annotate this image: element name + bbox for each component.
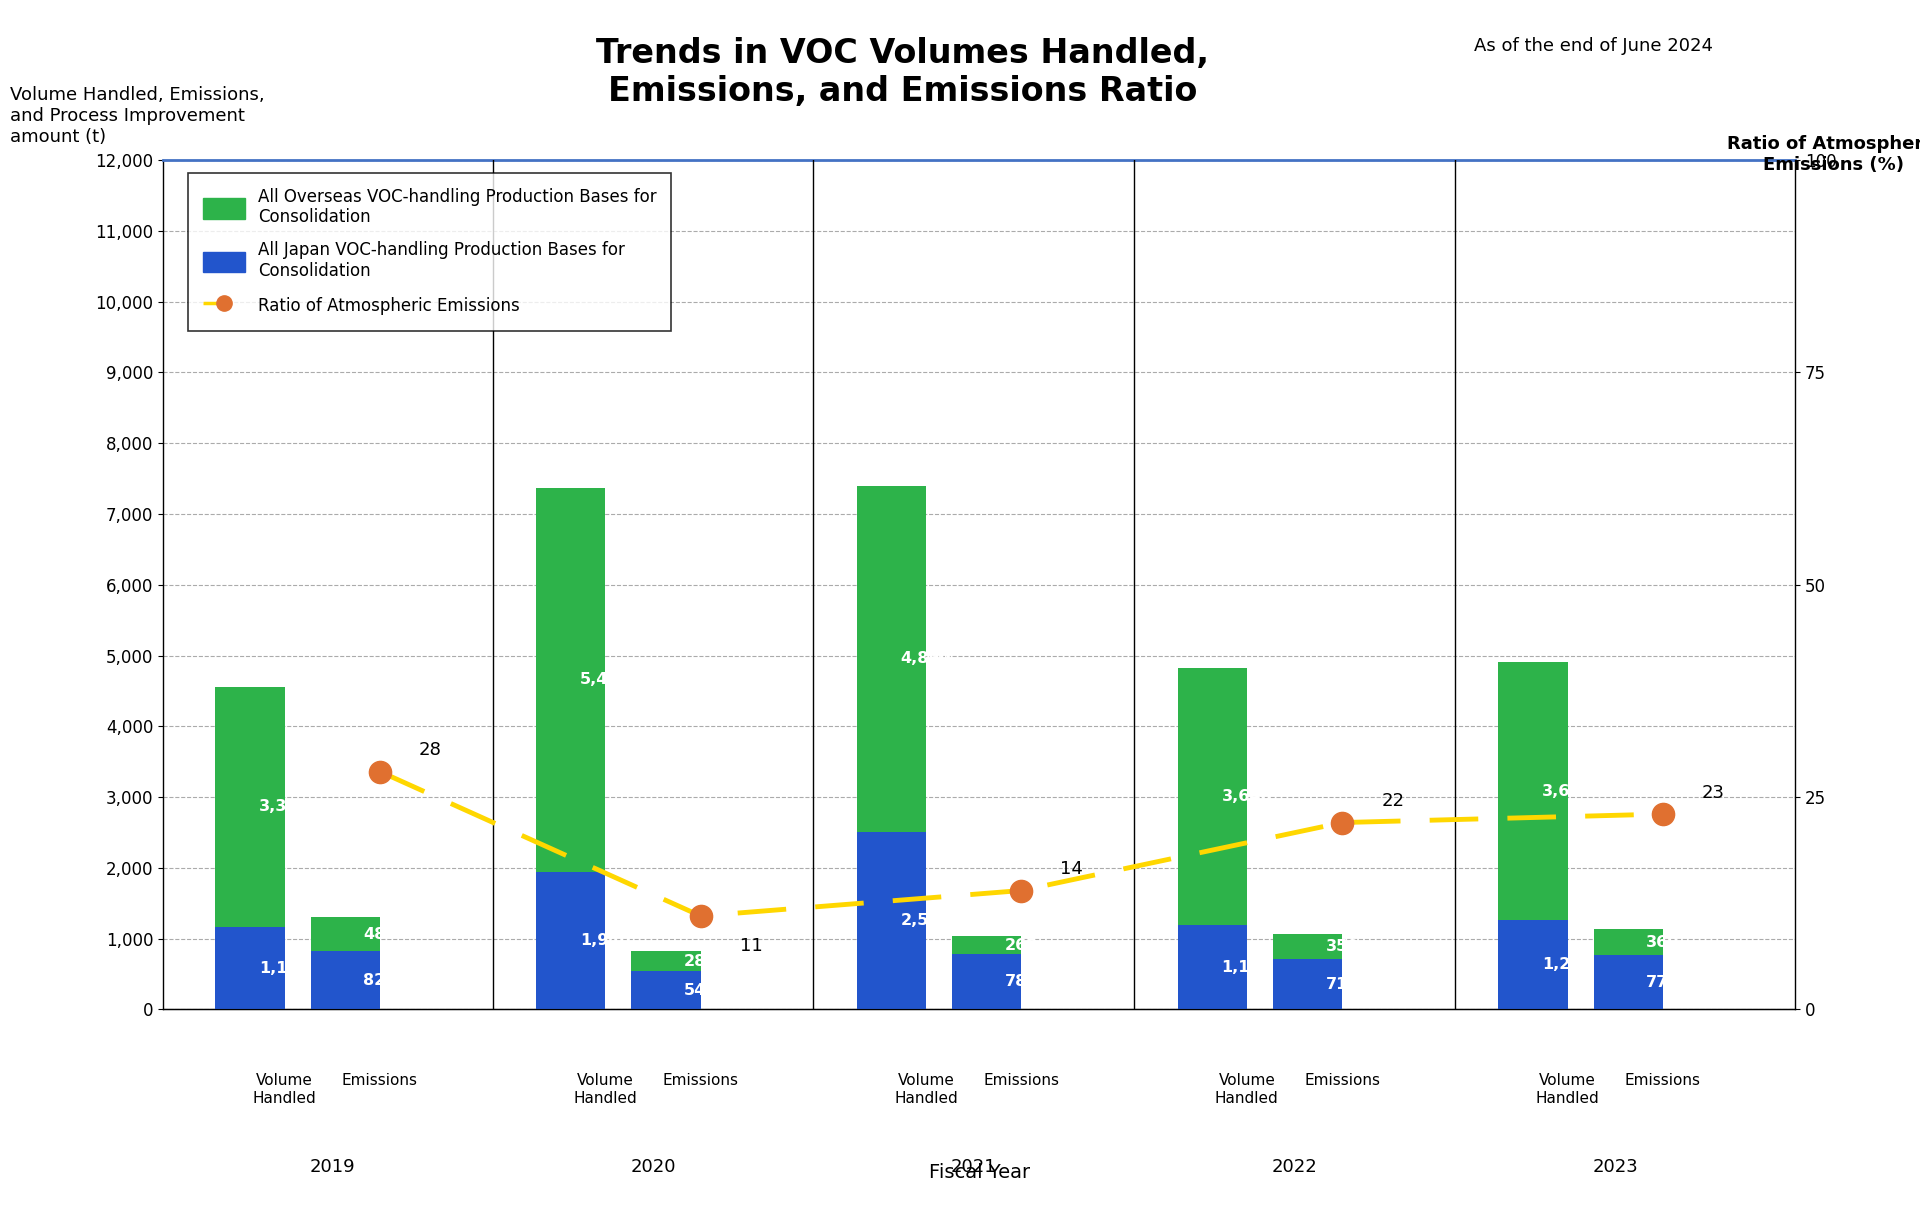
- Text: Emissions: Emissions: [1304, 1073, 1380, 1088]
- Bar: [632, 952, 701, 971]
- Bar: [632, 971, 701, 1009]
- Text: 2023: 2023: [1592, 1158, 1638, 1176]
- Text: 350: 350: [1325, 939, 1359, 954]
- Bar: [311, 952, 380, 1009]
- Text: Emissions: Emissions: [662, 1073, 739, 1088]
- Text: 11: 11: [739, 937, 762, 955]
- Text: Trends in VOC Volumes Handled,
Emissions, and Emissions Ratio: Trends in VOC Volumes Handled, Emissions…: [595, 37, 1210, 108]
- Text: 770: 770: [1645, 975, 1680, 990]
- Text: 4,890: 4,890: [900, 651, 952, 666]
- Bar: [1594, 929, 1663, 955]
- Text: 480: 480: [363, 927, 397, 942]
- Text: Volume
Handled: Volume Handled: [253, 1073, 317, 1105]
- Text: 780: 780: [1004, 974, 1039, 990]
- Text: 710: 710: [1325, 976, 1359, 992]
- Text: 22: 22: [1380, 793, 1404, 810]
- Text: Volume Handled, Emissions,
and Process Improvement
amount (t): Volume Handled, Emissions, and Process I…: [10, 86, 265, 145]
- Text: 5,430: 5,430: [580, 672, 630, 687]
- Bar: [1177, 667, 1246, 926]
- Bar: [1498, 921, 1567, 1009]
- Text: 2020: 2020: [630, 1158, 676, 1176]
- Bar: [1498, 662, 1567, 921]
- Text: 28: 28: [419, 741, 442, 760]
- Text: Emissions: Emissions: [983, 1073, 1060, 1088]
- Text: 1,170: 1,170: [259, 960, 309, 975]
- Bar: [1594, 955, 1663, 1009]
- Legend: All Overseas VOC-handling Production Bases for
Consolidation, All Japan VOC-hand: All Overseas VOC-handling Production Bas…: [188, 172, 672, 331]
- Bar: [1177, 926, 1246, 1009]
- Bar: [311, 917, 380, 952]
- Text: 14: 14: [1060, 860, 1083, 878]
- Bar: [952, 936, 1021, 954]
- Text: 3,380: 3,380: [259, 799, 309, 815]
- Text: 360: 360: [1645, 934, 1680, 949]
- Bar: [536, 872, 605, 1009]
- Text: As of the end of June 2024: As of the end of June 2024: [1475, 37, 1713, 55]
- Bar: [856, 832, 925, 1009]
- Text: Fiscal Year: Fiscal Year: [929, 1163, 1029, 1182]
- Bar: [215, 687, 284, 927]
- Text: Emissions: Emissions: [1624, 1073, 1701, 1088]
- Bar: [215, 927, 284, 1009]
- Text: 2,510: 2,510: [900, 913, 952, 928]
- Bar: [856, 486, 925, 832]
- Text: 23: 23: [1701, 784, 1724, 801]
- Text: 1,940: 1,940: [580, 933, 630, 948]
- Text: Volume
Handled: Volume Handled: [574, 1073, 637, 1105]
- Text: Volume
Handled: Volume Handled: [1215, 1073, 1279, 1105]
- Text: Volume
Handled: Volume Handled: [895, 1073, 958, 1105]
- Text: 540: 540: [684, 982, 718, 998]
- Text: 280: 280: [684, 954, 718, 969]
- Text: Emissions: Emissions: [342, 1073, 419, 1088]
- Text: Volume
Handled: Volume Handled: [1536, 1073, 1599, 1105]
- Bar: [536, 487, 605, 872]
- Text: 820: 820: [363, 972, 397, 988]
- Text: 3,640: 3,640: [1221, 789, 1273, 804]
- Text: 260: 260: [1004, 938, 1039, 953]
- Text: 2021: 2021: [950, 1158, 996, 1176]
- Text: 2019: 2019: [309, 1158, 355, 1176]
- Bar: [1273, 934, 1342, 959]
- Bar: [952, 954, 1021, 1009]
- Bar: [1273, 959, 1342, 1009]
- Text: Ratio of Atmospheric
Emissions (%): Ratio of Atmospheric Emissions (%): [1728, 135, 1920, 175]
- Text: 3,650: 3,650: [1542, 784, 1594, 799]
- Text: 1,190: 1,190: [1221, 960, 1273, 975]
- Text: 2022: 2022: [1271, 1158, 1317, 1176]
- Text: 1,260: 1,260: [1542, 958, 1594, 972]
